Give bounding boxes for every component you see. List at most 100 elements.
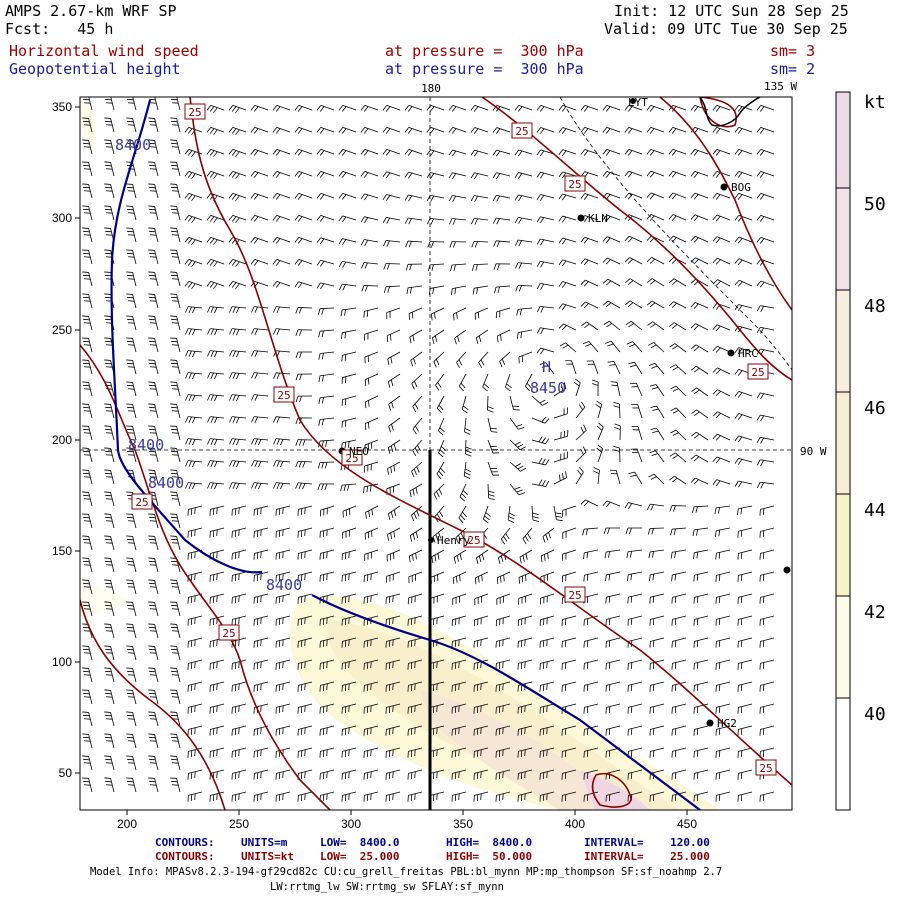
wind-barb-flag [273,460,277,467]
wind-barb [673,278,687,287]
lon-label-180: 180 [421,82,441,95]
wind-barb-flag [192,439,196,446]
wind-barb [452,285,467,290]
wind-barb [636,448,643,463]
wind-barb-flag [756,327,761,333]
wind-barb-flag [206,105,212,111]
wind-barb-flag [561,172,567,179]
wind-barb-flag [250,259,256,265]
wind-barb-flag [438,532,441,539]
wind-barb-flag [715,106,721,112]
wind-barb-flag [187,282,193,288]
wind-barb-flag [671,597,673,604]
wind-barb-flag [341,216,347,223]
wind-barb-flag [734,435,739,442]
wind-barb-flag [191,151,196,157]
wind-barb-flag [737,150,743,156]
wind-barb [672,659,687,664]
wind-barb-flag [363,150,369,156]
wind-barb-flag [495,128,501,134]
wind-barb [320,527,335,532]
wind-barb [672,192,687,199]
wind-barb-flag [393,509,397,517]
wind-barb [738,126,753,133]
wind-barb [672,703,687,708]
wind-barb-flag [276,438,280,445]
wind-barb-flag [369,485,372,492]
wind-barb-flag [712,411,718,417]
wind-barb [628,659,643,664]
wind-barb-flag [584,323,590,329]
wind-barb-flag [192,373,196,380]
wind-barb [716,549,731,554]
wind-barb-flag [712,303,718,309]
wind-barb-flag [408,555,411,563]
wind-barb-flag [514,441,521,446]
wind-barb-flag [206,193,212,199]
wind-barb-flag [545,438,550,444]
wind-barb-flag [608,551,611,558]
wind-barb-flag [454,337,457,345]
wind-barb-flag [624,235,630,242]
wind-barb-flag [583,106,589,112]
wind-barb-flag [414,447,419,454]
wind-barb [716,593,731,598]
wind-barb-flag [480,359,485,366]
wind-barb-flag [382,127,388,133]
colorbar-label-48: 48 [864,296,886,317]
wind-barb-flag [298,461,302,468]
wind-barb-flag [188,438,192,445]
wind-barb [610,340,621,353]
wind-barb-flag [229,482,233,489]
wind-barb [276,192,291,199]
wind-barb-flag [520,467,527,472]
wind-barb-flag [737,508,739,516]
wind-barb-flag [412,335,415,342]
wind-barb [408,149,423,155]
wind-barb [563,323,577,331]
wind-barb-flag [715,347,721,353]
wind-barb-flag [321,419,324,426]
wind-barb [482,373,489,388]
wind-barb-flag [756,193,762,199]
wind-barb-flag [435,384,440,391]
wind-barb-flag [184,171,190,177]
wind-barb-flag [456,362,460,369]
wind-barb-flag [273,438,277,445]
wind-barb-flag [669,364,676,369]
wind-barb [584,258,599,265]
wind-barb-flag [591,379,599,383]
wind-barb [628,549,643,553]
wind-barb [655,450,665,463]
wind-barb-flag [470,172,475,179]
wind-barb-flag [712,149,718,155]
wind-barb-flag [388,404,391,411]
wind-barb [474,285,489,289]
wind-barb [562,571,577,577]
wind-barb-flag [364,262,368,269]
wind-barb [672,769,687,774]
wind-barb [651,300,665,309]
wind-barb [562,659,577,664]
wind-barb-flag [715,457,721,464]
wind-barb-flag [536,216,541,223]
wind-barb-flag [235,283,240,289]
wind-barb-flag [605,597,607,604]
wind-barb [606,769,621,774]
wind-barb-flag [433,361,437,368]
wind-barb [585,301,599,309]
wind-barb-flag [210,350,214,357]
wind-barb-flag [232,460,236,467]
wind-barb [635,383,643,397]
wind-barb [694,549,709,554]
wind-barb [694,681,709,686]
colorbar-swatch-42 [836,494,850,596]
colorbar-unit: kt [864,92,886,113]
wind-barb [694,615,709,620]
wind-barb-flag [671,574,673,582]
wind-barb [694,791,709,796]
wind-barb-flag [185,394,189,401]
wind-barb-flag [650,504,654,511]
wind-barb-flag [756,127,762,133]
wind-barb-flag [450,264,453,272]
